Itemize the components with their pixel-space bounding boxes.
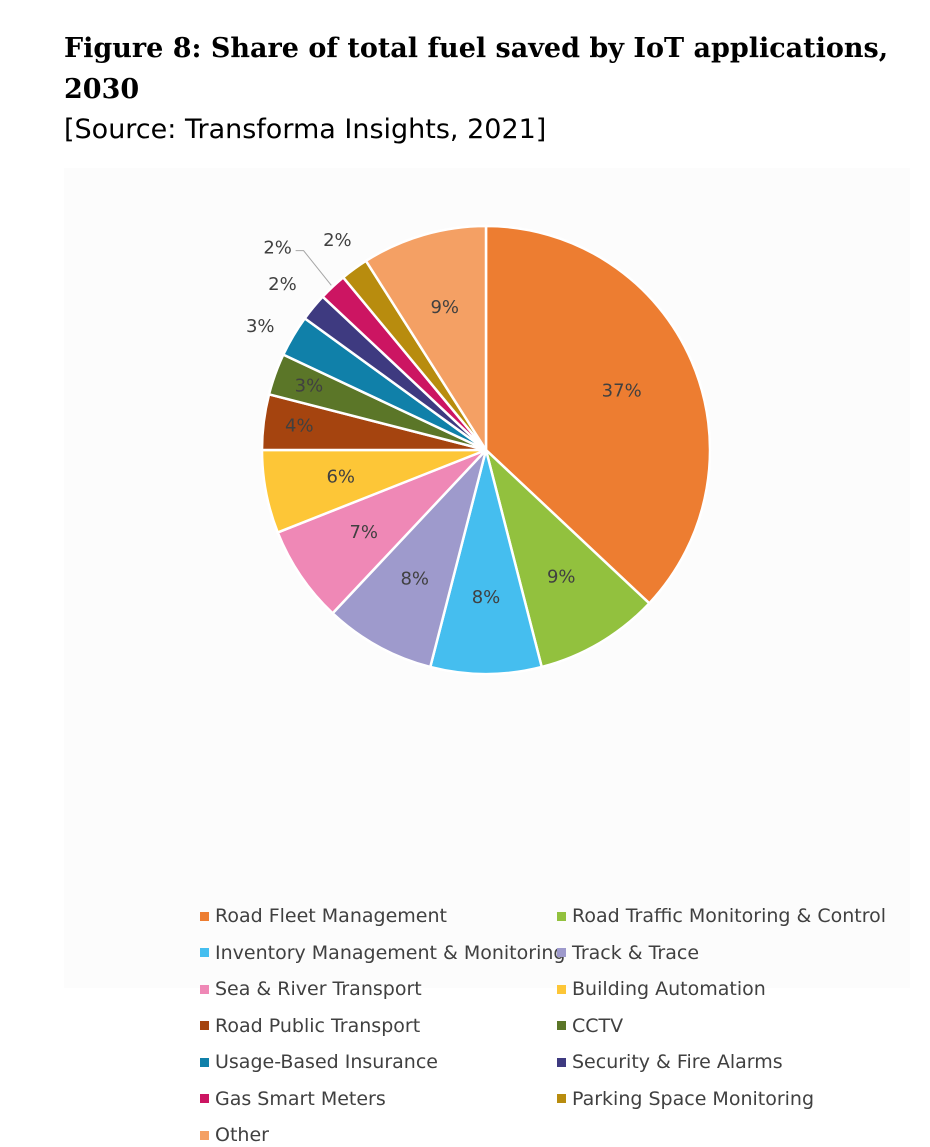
legend-label: Inventory Management & Monitoring [215, 941, 566, 964]
legend-swatch [557, 1021, 566, 1030]
legend-swatch [557, 984, 566, 994]
legend-item-usage-based-insurance: Usage-Based Insurance [200, 1050, 438, 1074]
legend-item-cctv: CCTV [557, 1014, 623, 1038]
data-label-security-and-fire-alarms: 2% [268, 274, 297, 295]
legend-swatch [557, 948, 566, 957]
legend-swatch [200, 1021, 209, 1030]
data-label-other: 9% [430, 297, 459, 318]
leader-line [295, 250, 332, 286]
legend-label: Security & Fire Alarms [572, 1051, 783, 1073]
legend-label: Usage-Based Insurance [215, 1051, 438, 1073]
legend-item-building-automation: Building Automation [557, 977, 766, 1001]
legend-swatch [200, 1130, 209, 1140]
legend-item-track-and-trace: Track & Trace [557, 941, 699, 965]
legend-item-road-fleet-management: Road Fleet Management [200, 904, 447, 928]
data-label-sea-and-river-transport: 7% [349, 522, 378, 543]
data-label-usage-based-insurance: 3% [246, 316, 275, 337]
legend-label: Other [215, 1124, 269, 1146]
legend-swatch [557, 911, 566, 921]
data-label-road-traffic-monitoring-and-control: 9% [547, 566, 576, 587]
data-label-building-automation: 6% [326, 467, 355, 488]
data-label-road-public-transport: 4% [285, 415, 314, 436]
data-label-track-and-trace: 8% [400, 569, 429, 590]
legend-label: CCTV [572, 1014, 624, 1037]
legend-swatch [200, 911, 209, 921]
data-label-gas-smart-meters: 2% [263, 238, 292, 259]
chart-title: Figure 8: Share of total fuel saved by I… [64, 33, 889, 105]
legend-item-road-traffic-monitoring-and-control: Road Traffic Monitoring & Control [557, 904, 886, 928]
legend-label: Road Public Transport [215, 1014, 421, 1037]
chart-source: [Source: Transforma Insights, 2021] [64, 114, 547, 145]
pie-slice-road-fleet-management [484, 224, 712, 606]
legend-item-road-public-transport: Road Public Transport [200, 1014, 420, 1038]
legend-label: Parking Space Monitoring [572, 1087, 815, 1110]
legend-label: Building Automation [572, 978, 766, 1000]
legend-label: Track & Trace [572, 941, 700, 964]
chart-area: 37% 9% 8% 8% 7% 6% 4% 3% 3% 2% 2% 2% 9% Road Fleet M… [64, 168, 910, 1146]
legend-item-inventory-management-and-monitoring: Inventory Management & Monitoring [200, 941, 565, 965]
legend-swatch [200, 948, 209, 957]
legend-item-security-and-fire-alarms: Security & Fire Alarms [557, 1050, 783, 1074]
legend-swatch [200, 1094, 209, 1103]
legend-swatch [557, 1057, 566, 1067]
data-label-parking-space-monitoring: 2% [323, 230, 352, 251]
legend-label: Gas Smart Meters [215, 1087, 386, 1110]
data-label-cctv: 3% [295, 375, 324, 396]
data-label-inventory-management-and-monitoring: 8% [472, 587, 501, 608]
legend-label: Road Traffic Monitoring & Control [572, 905, 887, 927]
legend-item-sea-and-river-transport: Sea & River Transport [200, 977, 422, 1001]
legend-label: Sea & River Transport [215, 978, 422, 1000]
pie-slice-other [364, 224, 488, 455]
legend-item-gas-smart-meters: Gas Smart Meters [200, 1087, 386, 1111]
legend-item-other: Other [200, 1123, 269, 1147]
legend-swatch [557, 1094, 566, 1103]
pie-slice-road-traffic-monitoring-and-control [483, 446, 652, 669]
pie-chart: 37% 9% 8% 8% 7% 6% 4% 3% 3% 2% 2% 2% 9% [246, 224, 712, 676]
legend-label: Road Fleet Management [215, 905, 447, 927]
pie-slice-inventory-management-and-monitoring [428, 449, 544, 676]
legend-item-parking-space-monitoring: Parking Space Monitoring [557, 1087, 814, 1111]
data-label-road-fleet-management: 37% [602, 380, 642, 401]
legend-swatch [200, 1057, 209, 1067]
pie-slice-track-and-trace [330, 449, 488, 669]
legend-swatch [200, 984, 209, 994]
